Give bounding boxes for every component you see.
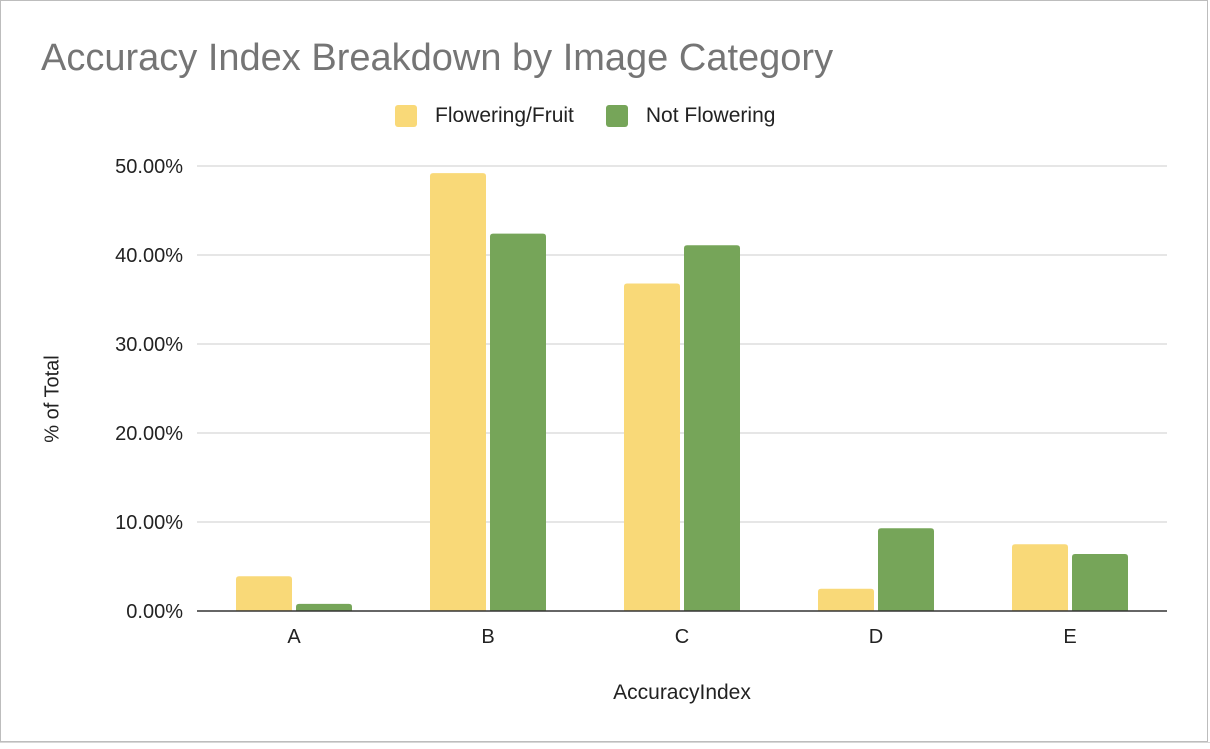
legend-label-not-flowering: Not Flowering xyxy=(645,104,776,127)
y-tick-label: 50.00% xyxy=(115,156,183,178)
x-tick-label: E xyxy=(1063,626,1076,648)
bar-not-flowering-B xyxy=(490,233,546,611)
y-tick-label: 0.00% xyxy=(126,601,183,623)
bar-flowering-fruit-B xyxy=(430,173,486,611)
legend-item-flowering-fruit: Flowering/Fruit xyxy=(395,104,574,128)
bar-not-flowering-A xyxy=(296,603,352,611)
legend-label-flowering-fruit: Flowering/Fruit xyxy=(435,104,574,127)
y-tick-label: 10.00% xyxy=(115,512,183,534)
x-tick-label: C xyxy=(675,626,689,648)
x-tick-label: D xyxy=(869,626,883,648)
y-tick-label: 40.00% xyxy=(115,245,183,267)
chart-title: Accuracy Index Breakdown by Image Catego… xyxy=(41,37,834,79)
y-tick-label: 20.00% xyxy=(115,423,183,445)
bar-not-flowering-D xyxy=(878,528,934,611)
bar-not-flowering-C xyxy=(684,245,740,611)
bar-not-flowering-E xyxy=(1072,554,1128,611)
chart-legend: Flowering/Fruit Not Flowering xyxy=(395,101,807,131)
bar-flowering-fruit-D xyxy=(818,588,874,611)
sheet-gridline-strip xyxy=(0,742,1210,749)
bar-flowering-fruit-E xyxy=(1012,544,1068,611)
y-tick-label: 30.00% xyxy=(115,334,183,356)
bar-flowering-fruit-C xyxy=(624,283,680,611)
x-tick-label: A xyxy=(287,626,301,648)
legend-swatch-flowering-fruit xyxy=(395,105,417,127)
bar-flowering-fruit-A xyxy=(236,576,292,611)
x-tick-label: B xyxy=(481,626,494,648)
legend-item-not-flowering: Not Flowering xyxy=(605,104,776,128)
legend-swatch-not-flowering xyxy=(605,105,628,127)
x-axis-label: AccuracyIndex xyxy=(613,681,751,704)
